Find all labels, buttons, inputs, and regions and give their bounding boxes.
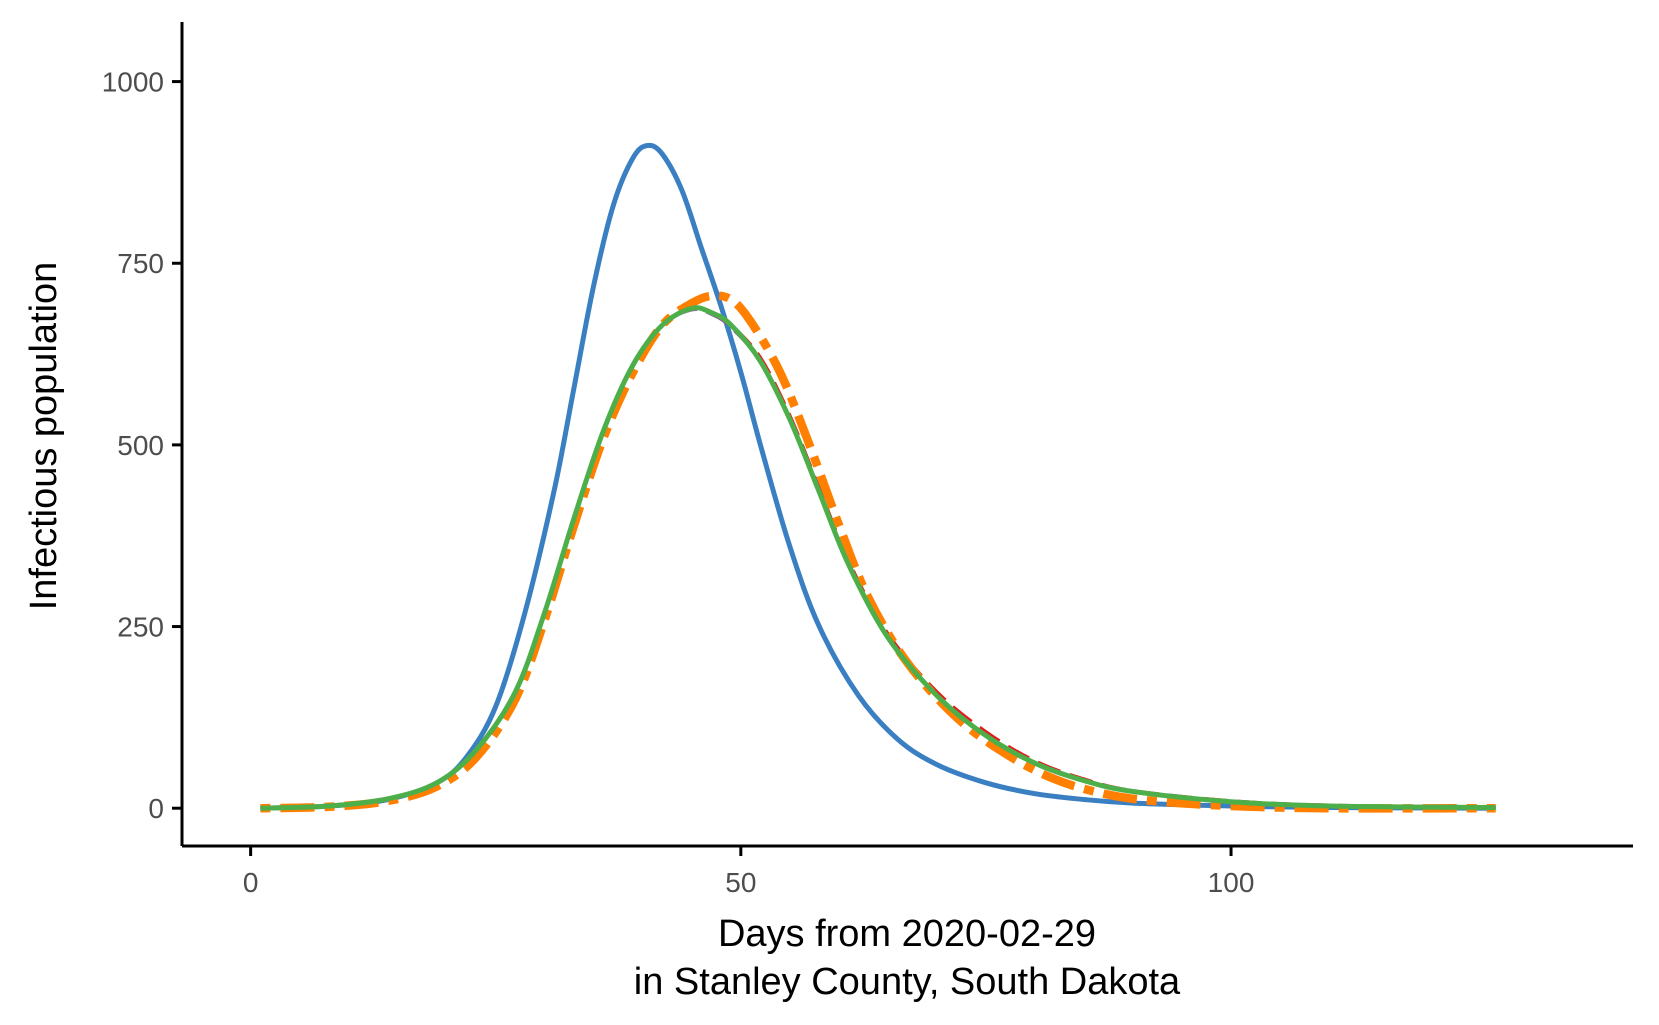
- series-layer: [260, 142, 1496, 813]
- x-tick-label: 50: [725, 867, 756, 898]
- y-tick-label: 0: [148, 793, 164, 824]
- series-line-4: [260, 305, 1496, 811]
- x-axis-title-line1: Days from 2020-02-29: [718, 913, 1096, 955]
- x-axis-title-line2: in Stanley County, South Dakota: [634, 961, 1181, 1003]
- plot-area: [260, 142, 1496, 813]
- series-line-2: [260, 307, 1496, 810]
- y-tick-label: 500: [117, 430, 164, 461]
- x-axis-ticks: 0 50 100: [243, 846, 1255, 898]
- y-axis-ticks: 0 250 500 750 1000: [102, 67, 182, 824]
- y-tick-label: 750: [117, 248, 164, 279]
- y-tick-label: 1000: [102, 67, 164, 98]
- y-axis-title: Infectious population: [23, 262, 65, 611]
- series-line-0: [260, 142, 1496, 811]
- x-tick-label: 0: [243, 867, 259, 898]
- x-tick-label: 100: [1208, 867, 1255, 898]
- series-line-1: [260, 305, 1496, 810]
- series-line-3: [260, 291, 1496, 813]
- y-tick-label: 250: [117, 612, 164, 643]
